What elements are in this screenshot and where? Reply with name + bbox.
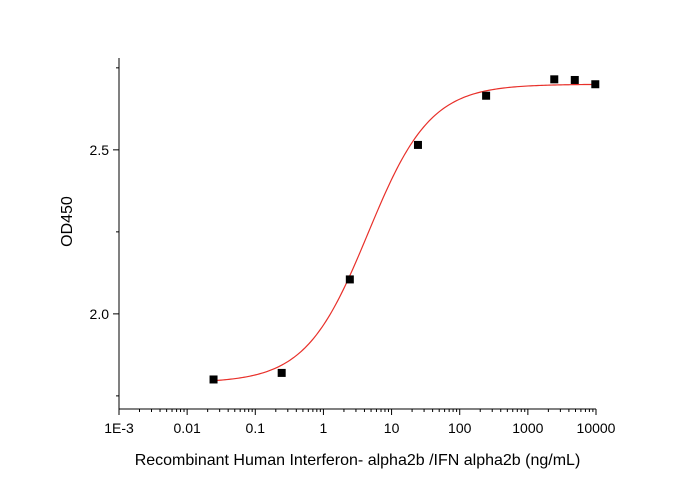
x-tick-label: 10 bbox=[384, 420, 400, 436]
data-point bbox=[591, 80, 600, 89]
y-tick-label: 2.5 bbox=[90, 142, 110, 158]
data-point bbox=[482, 91, 491, 100]
x-tick-label: 0.01 bbox=[174, 420, 201, 436]
data-point bbox=[413, 140, 422, 149]
x-tick-label: 0.1 bbox=[246, 420, 266, 436]
fit-curve bbox=[213, 83, 596, 382]
axes: 1E-3 0.01 0.1 1 10 100 1000 10000 2.0 2.5 bbox=[90, 58, 616, 436]
x-axis-title: Recombinant Human Interferon- alpha2b /I… bbox=[135, 452, 581, 469]
fit-curve-group bbox=[213, 83, 596, 382]
y-axis-title: OD450 bbox=[59, 196, 76, 247]
data-point bbox=[550, 75, 559, 84]
data-points bbox=[209, 75, 600, 384]
x-tick-label: 1E-3 bbox=[104, 420, 134, 436]
x-tick-label: 10000 bbox=[577, 420, 616, 436]
x-tick-label: 100 bbox=[448, 420, 472, 436]
x-tick-label: 1000 bbox=[512, 420, 543, 436]
data-point bbox=[570, 75, 579, 84]
x-tick-label: 1 bbox=[320, 420, 328, 436]
data-point bbox=[345, 275, 354, 284]
y-tick-label: 2.0 bbox=[90, 306, 110, 322]
data-point bbox=[209, 375, 218, 384]
data-point bbox=[277, 368, 286, 377]
